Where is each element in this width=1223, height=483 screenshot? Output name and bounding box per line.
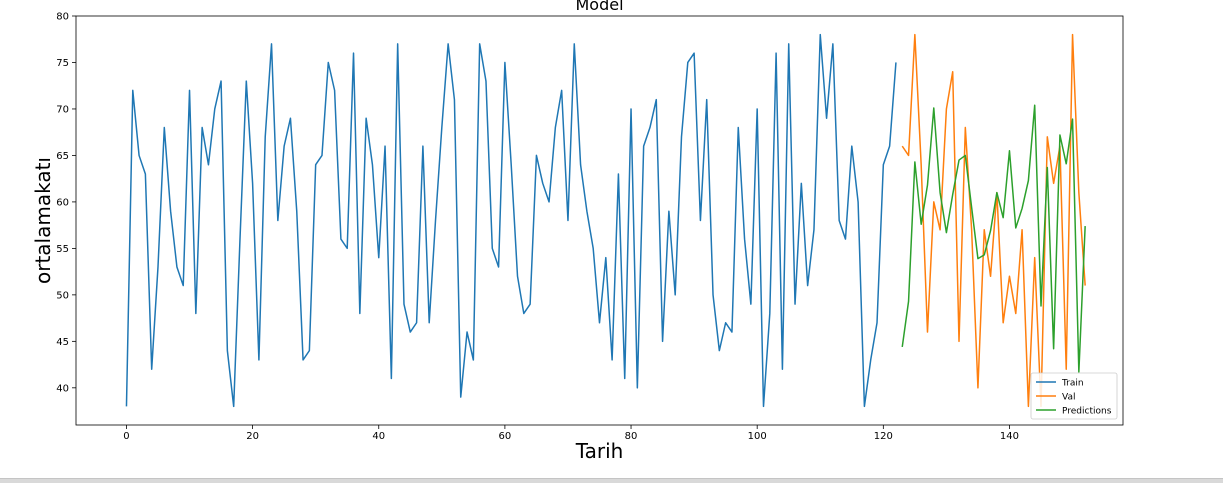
series-line-predictions	[901, 104, 1086, 373]
x-tick-label: 20	[246, 431, 259, 442]
series-layer	[125, 33, 1086, 408]
y-axis-label: ortalamakatı	[31, 157, 55, 284]
x-axis-label: Tarih	[575, 439, 624, 463]
y-tick-label: 60	[56, 197, 69, 208]
axes-frame	[75, 15, 1124, 426]
x-axis-ticks: 0 20 40 60 80 100 120 140	[123, 425, 1019, 442]
legend-box	[1030, 372, 1118, 420]
legend-label-predictions: Predictions	[1062, 407, 1112, 417]
y-tick-label: 50	[56, 290, 69, 301]
y-tick-label: 55	[56, 244, 69, 255]
axes-background	[76, 16, 1123, 425]
y-tick-label: 65	[56, 151, 69, 162]
legend-label-train: Train	[1061, 379, 1084, 389]
x-tick-label: 140	[1000, 431, 1019, 442]
series-line-train	[125, 33, 897, 408]
y-axis-ticks: 40 45 50 55 60 65 70 75 80	[56, 12, 76, 394]
x-tick-label: 120	[874, 431, 893, 442]
x-tick-label: 100	[748, 431, 767, 442]
bottom-scroll-edge	[0, 478, 1223, 483]
y-tick-label: 40	[56, 383, 69, 394]
chart-title: Model	[575, 0, 623, 14]
x-tick-label: 0	[123, 431, 129, 442]
legend-label-val: Val	[1062, 393, 1075, 403]
y-tick-label: 45	[56, 337, 69, 348]
y-tick-label: 80	[56, 12, 69, 23]
x-tick-label: 40	[372, 431, 385, 442]
series-line-val	[901, 33, 1086, 408]
y-tick-label: 75	[56, 58, 69, 69]
y-tick-label: 70	[56, 104, 69, 115]
x-tick-label: 60	[499, 431, 512, 442]
legend: Train Val Predictions	[1030, 372, 1118, 420]
x-tick-label: 80	[625, 431, 638, 442]
